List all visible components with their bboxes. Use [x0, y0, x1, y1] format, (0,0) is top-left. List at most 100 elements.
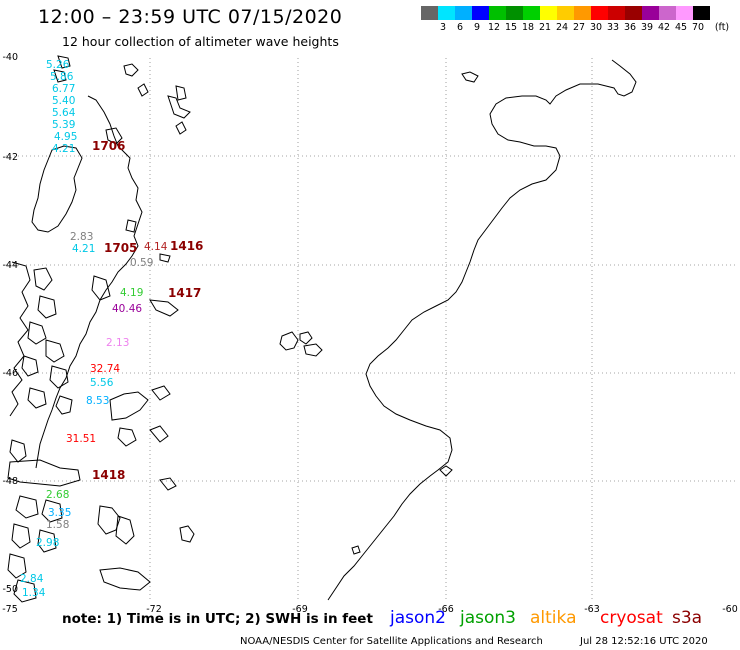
colorbar-label: 42: [657, 22, 671, 33]
lon-label: -69: [292, 604, 308, 615]
colorbar-label: 21: [538, 22, 552, 33]
pass-time-label: 1706: [92, 139, 125, 153]
wave-height-value: 8.53: [86, 395, 109, 407]
argentina-coastline: [327, 59, 637, 601]
island: [351, 545, 361, 555]
wave-height-value: 5.86: [50, 71, 74, 83]
wave-height-value: 31.51: [66, 433, 96, 445]
wave-height-value: 5.39: [52, 119, 75, 131]
pass-time-label: 1418: [92, 468, 125, 482]
colorbar-swatch: [489, 6, 506, 20]
chile-coastline: [35, 95, 143, 469]
colorbar-label: 30: [589, 22, 603, 33]
colorbar-label: 6: [456, 22, 464, 33]
colorbar-swatch: [557, 6, 574, 20]
map-title: 12:00 – 23:59 UTC 07/15/2020: [38, 6, 343, 28]
island: [279, 331, 299, 351]
generated-timestamp: Jul 28 12:52:16 UTC 2020: [580, 636, 708, 647]
legend-altika: altika: [530, 608, 577, 628]
lat-label: -48: [2, 476, 18, 487]
colorbar-label: 15: [504, 22, 518, 33]
lat-label: -46: [2, 368, 18, 379]
island: [439, 465, 453, 477]
legend-jason2: jason2: [390, 608, 446, 628]
colorbar-swatch: [591, 6, 608, 20]
wave-height-value: 6.77: [52, 83, 75, 95]
colorbar-label: 36: [623, 22, 637, 33]
lat-labels: -40 -42 -44 -46 -48 -50: [2, 52, 18, 595]
wave-height-value: 2.13: [106, 337, 129, 349]
footer-note: note: 1) Time is in UTC; 2) SWH is in fe…: [62, 611, 373, 627]
colorbar-label: 24: [555, 22, 569, 33]
legend-s3a: s3a: [672, 608, 703, 628]
wave-height-value: 4.21: [52, 143, 75, 155]
wave-height-value: 2.84: [20, 573, 44, 585]
wave-height-value: 4.14: [144, 241, 168, 253]
colorbar-swatch: [540, 6, 557, 20]
colorbar-swatch: [421, 6, 438, 20]
colorbar-swatch: [625, 6, 642, 20]
legend-jason3: jason3: [460, 608, 516, 628]
pass-time-labels: 1706 1705 1416 1417 1418: [92, 139, 203, 482]
colorbar-swatch: [523, 6, 540, 20]
wave-height-value: 1.34: [22, 587, 46, 599]
grid-lines: [6, 58, 738, 602]
colorbar-label: 70: [691, 22, 705, 33]
colorbar-label: 27: [572, 22, 586, 33]
pass-time-label: 1416: [170, 239, 203, 253]
colorbar-swatch: [472, 6, 489, 20]
map-subtitle: 12 hour collection of altimeter wave hei…: [62, 34, 339, 49]
colorbar-swatch: [676, 6, 693, 20]
wave-height-value: 5.40: [52, 95, 75, 107]
colorbar-label: 3: [439, 22, 447, 33]
lat-label: -44: [2, 260, 18, 271]
chiloe-island: [31, 145, 83, 233]
wave-height-labels: 5.265.866.775.405.645.394.954.212.834.21…: [20, 59, 168, 599]
island: [303, 343, 323, 357]
island: [299, 331, 313, 345]
pass-time-label: 1705: [104, 241, 137, 255]
colorbar-label: 12: [487, 22, 501, 33]
colorbar-label: 33: [606, 22, 620, 33]
wave-height-value: 4.19: [120, 287, 143, 299]
colorbar-swatch: [642, 6, 659, 20]
wave-height-value: 2.68: [46, 489, 69, 501]
colorbar-label: 45: [674, 22, 688, 33]
wave-height-value: 1.58: [46, 519, 69, 531]
wave-height-value: 5.64: [52, 107, 76, 119]
colorbar-swatch: [506, 6, 523, 20]
colorbar-label: 18: [521, 22, 535, 33]
wave-height-value: 3.35: [48, 507, 71, 519]
wave-height-value: 4.21: [72, 243, 95, 255]
wave-height-value: 0.59: [130, 257, 153, 269]
wave-height-value: 40.46: [112, 303, 142, 315]
colorbar-swatch: [438, 6, 455, 20]
colorbar-swatch: [455, 6, 472, 20]
wave-height-value: 32.74: [90, 363, 120, 375]
colorbar-swatch: [693, 6, 710, 20]
pass-time-label: 1417: [168, 286, 201, 300]
archipelago: [9, 261, 31, 417]
wave-height-value: 5.26: [46, 59, 70, 71]
colorbar-swatch: [574, 6, 591, 20]
lon-label: -60: [722, 604, 738, 615]
lon-label: -72: [146, 604, 162, 615]
credit-line: NOAA/NESDIS Center for Satellite Applica…: [240, 636, 543, 647]
colorbar-unit: (ft): [714, 22, 730, 33]
legend-cryosat: cryosat: [600, 608, 663, 628]
colorbar-label: 9: [473, 22, 481, 33]
lon-label: -63: [584, 604, 600, 615]
wave-height-value: 2.98: [36, 537, 59, 549]
lon-label: -66: [438, 604, 454, 615]
island: [461, 71, 479, 83]
lon-label: -75: [2, 604, 18, 615]
wave-height-value: 5.56: [90, 377, 114, 389]
colorbar-swatch: [659, 6, 676, 20]
lon-labels: -75 -72 -69 -66 -63 -60: [2, 604, 738, 615]
coastline: [7, 55, 637, 603]
lat-label: -40: [2, 52, 18, 63]
lat-label: -42: [2, 152, 18, 163]
wave-height-value: 4.95: [54, 131, 77, 143]
colorbar-swatch: [608, 6, 625, 20]
